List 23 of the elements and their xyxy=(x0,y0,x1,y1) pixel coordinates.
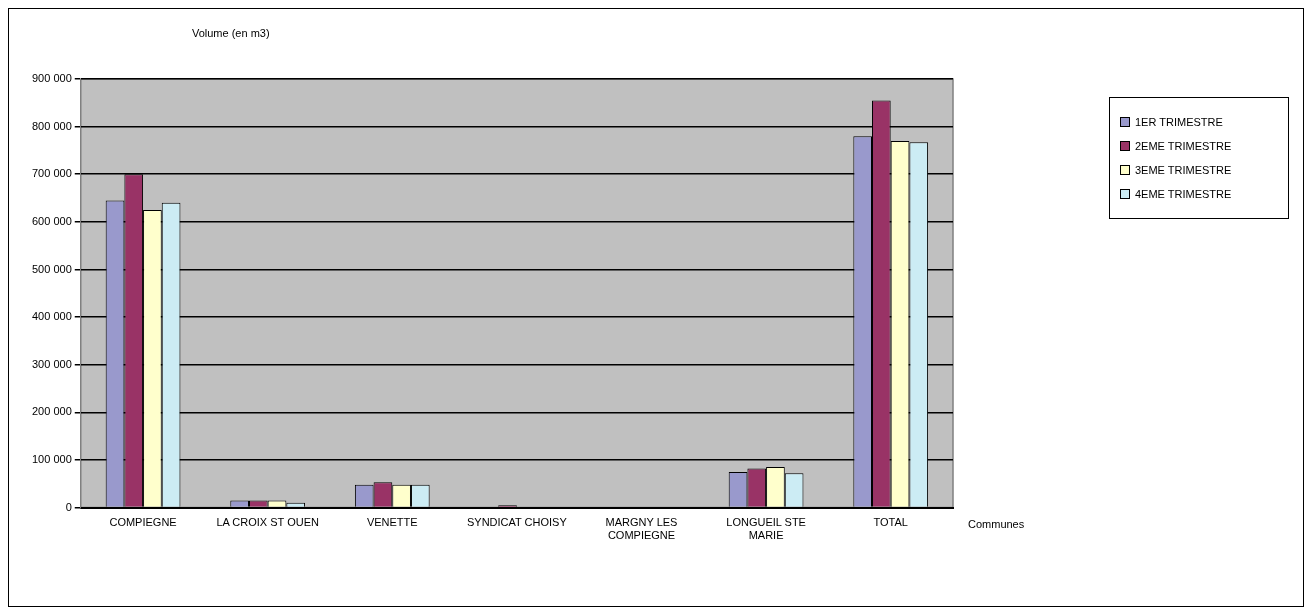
legend-label: 2EME TRIMESTRE xyxy=(1135,140,1232,152)
x-tick-label: COMPIEGNE xyxy=(109,516,177,529)
x-tick-label: MARGNY LES COMPIEGNE xyxy=(605,516,678,542)
x-tick-label: SYNDICAT CHOISY xyxy=(466,516,568,529)
x-tick-label: TOTAL xyxy=(873,516,908,529)
y-axis-title: Volume (en m3) xyxy=(191,26,270,39)
legend-label: 3EME TRIMESTRE xyxy=(1135,164,1232,176)
x-tick-label: LONGUEIL STE MARIE xyxy=(726,516,806,542)
y-tick-label: 600 000 xyxy=(32,214,72,227)
x-tick-label: VENETTE xyxy=(366,516,418,529)
legend-label: 1ER TRIMESTRE xyxy=(1135,116,1223,128)
x-axis-title: Communes xyxy=(968,518,1025,531)
y-tick-label: 100 000 xyxy=(32,453,72,466)
y-tick-label: 800 000 xyxy=(32,119,72,132)
y-tick-label: 200 000 xyxy=(32,405,72,418)
y-tick-label: 0 xyxy=(65,500,72,513)
legend-label: 4EME TRIMESTRE xyxy=(1135,188,1232,200)
y-tick-label: 500 000 xyxy=(32,262,72,275)
y-tick-label: 300 000 xyxy=(32,357,72,370)
y-tick-label: 400 000 xyxy=(32,310,72,323)
y-tick-label: 700 000 xyxy=(32,167,72,180)
y-tick-label: 900 000 xyxy=(32,72,72,85)
x-tick-label: LA CROIX ST OUEN xyxy=(216,516,319,529)
